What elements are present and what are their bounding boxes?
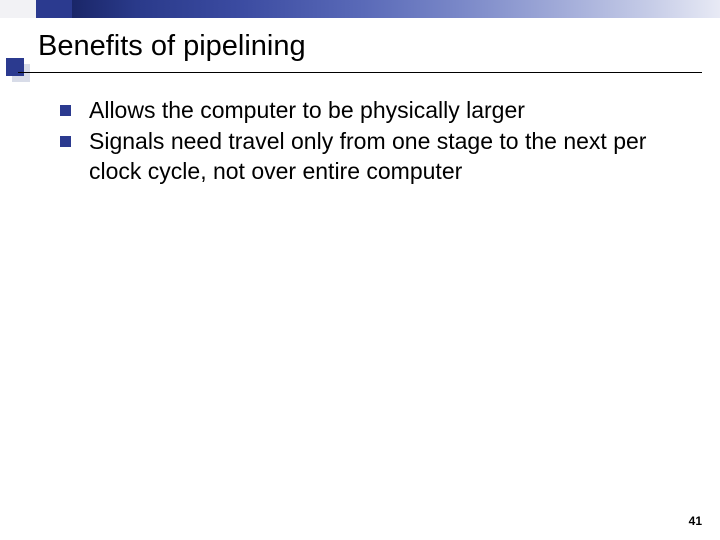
slide-title: Benefits of pipelining: [38, 30, 688, 63]
corner-square-dark: [6, 58, 24, 76]
square-bullet-icon: [60, 105, 71, 116]
title-underline: [18, 72, 702, 73]
square-bullet-icon: [60, 136, 71, 147]
top-decorative-bar: [0, 0, 720, 18]
content-area: Allows the computer to be physically lar…: [60, 96, 680, 188]
bullet-item: Signals need travel only from one stage …: [60, 127, 680, 186]
top-bar-dark-square: [36, 0, 72, 18]
bullet-item: Allows the computer to be physically lar…: [60, 96, 680, 125]
page-number: 41: [689, 514, 702, 528]
top-bar-gradient: [72, 0, 720, 18]
bullet-text: Allows the computer to be physically lar…: [89, 96, 525, 125]
title-area: Benefits of pipelining: [38, 30, 688, 63]
top-bar-light-square: [0, 0, 36, 18]
bullet-text: Signals need travel only from one stage …: [89, 127, 680, 186]
